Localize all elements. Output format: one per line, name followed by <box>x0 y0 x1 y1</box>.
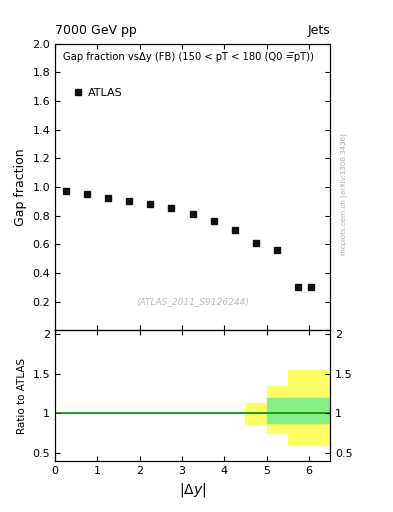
X-axis label: $|\Delta y|$: $|\Delta y|$ <box>179 481 206 499</box>
ATLAS <box>63 187 68 194</box>
ATLAS <box>296 284 301 290</box>
Text: Gap fraction vsΔy (FB) (150 < pT < 180 (Q0 =̅pT)): Gap fraction vsΔy (FB) (150 < pT < 180 (… <box>63 52 314 62</box>
ATLAS <box>233 227 237 233</box>
ATLAS <box>127 198 131 204</box>
ATLAS <box>275 247 279 253</box>
Text: (ATLAS_2011_S9126244): (ATLAS_2011_S9126244) <box>136 297 249 306</box>
Y-axis label: Ratio to ATLAS: Ratio to ATLAS <box>17 357 27 434</box>
Legend: ATLAS: ATLAS <box>69 83 127 102</box>
ATLAS <box>309 284 314 290</box>
ATLAS <box>169 205 174 211</box>
Text: mcplots.cern.ch [arXiv:1306.3436]: mcplots.cern.ch [arXiv:1306.3436] <box>340 134 347 255</box>
Text: 7000 GeV pp: 7000 GeV pp <box>55 24 137 37</box>
Text: Jets: Jets <box>307 24 330 37</box>
ATLAS <box>106 195 110 201</box>
ATLAS <box>211 218 216 224</box>
Y-axis label: Gap fraction: Gap fraction <box>14 148 27 226</box>
ATLAS <box>148 201 152 207</box>
Line: ATLAS: ATLAS <box>62 187 314 291</box>
ATLAS <box>190 211 195 217</box>
ATLAS <box>84 191 89 197</box>
ATLAS <box>254 240 259 246</box>
